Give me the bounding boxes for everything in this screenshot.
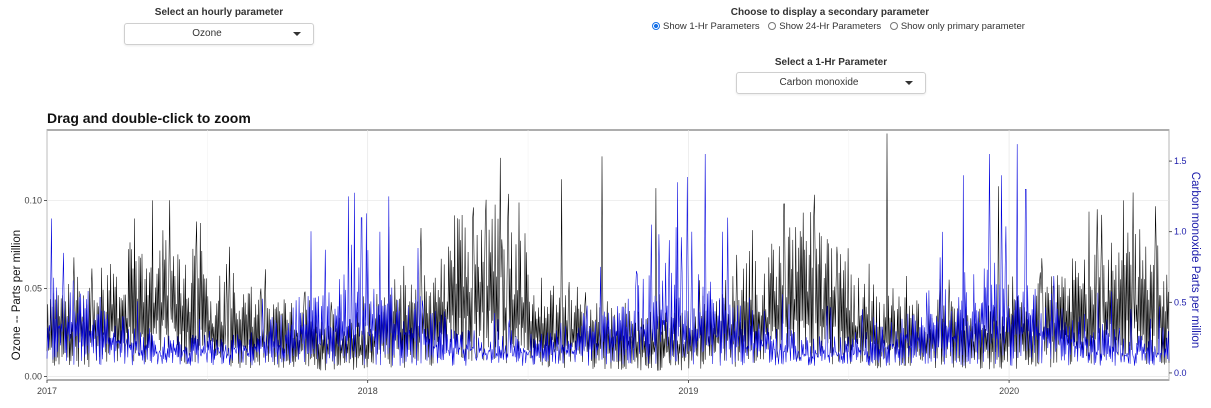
secondary-parameter-label: Choose to display a secondary parameter (730, 7, 930, 18)
y-left-tick-label: 0.05 (24, 283, 42, 293)
chevron-down-icon (293, 32, 301, 36)
radio-label: Show 1-Hr Parameters (663, 21, 760, 32)
y-right-tick-label: 0.5 (1174, 297, 1187, 307)
radio-button-icon[interactable] (652, 22, 660, 30)
y-right-tick-label: 1.5 (1174, 156, 1187, 166)
y-right-tick-label: 1.0 (1174, 227, 1187, 237)
radio-show-1hr[interactable]: Show 1-Hr Parameters (652, 21, 760, 32)
radio-show-24hr[interactable]: Show 24-Hr Parameters (768, 21, 881, 32)
onehr-parameter-label: Select a 1-Hr Parameter (774, 57, 888, 68)
secondary-parameter-radio-group: Show 1-Hr Parameters Show 24-Hr Paramete… (652, 21, 1031, 32)
radio-button-icon[interactable] (889, 22, 898, 30)
axes-layer: 2017 2018 2019 2020 0.00 0.05 0.10 0.0 0.5 1.0 1.5 (24, 156, 1186, 396)
y-left-tick-label: 0.00 (24, 371, 42, 381)
hourly-parameter-value: Ozone (192, 28, 222, 39)
radio-show-primary-only[interactable]: Show only primary parameter (889, 21, 1025, 32)
chart-title: Drag and double-click to zoom (47, 110, 251, 126)
radio-label: Show only primary parameter (900, 21, 1025, 32)
hourly-parameter-select[interactable]: Ozone (124, 23, 314, 45)
x-tick-label: 2017 (37, 386, 57, 396)
chevron-down-icon (905, 81, 913, 85)
x-tick-label: 2019 (678, 386, 698, 396)
y-left-tick-label: 0.10 (24, 195, 42, 205)
y-right-tick-label: 0.0 (1174, 368, 1187, 378)
onehr-parameter-select[interactable]: Carbon monoxide (736, 72, 926, 94)
carbon-monoxide-series-line (46, 144, 1170, 366)
x-tick-label: 2018 (358, 386, 378, 396)
radio-button-icon[interactable] (768, 22, 777, 30)
y-axis-right-label: Carbon monoxide Parts per million (1189, 172, 1201, 348)
y-axis-left-label: Ozone -- Parts per million (11, 230, 23, 360)
series-layer (46, 133, 1170, 371)
x-tick-label: 2020 (999, 386, 1019, 396)
onehr-parameter-value: Carbon monoxide (779, 77, 859, 88)
hourly-parameter-label: Select an hourly parameter (154, 7, 284, 18)
radio-label: Show 24-Hr Parameters (779, 21, 882, 32)
